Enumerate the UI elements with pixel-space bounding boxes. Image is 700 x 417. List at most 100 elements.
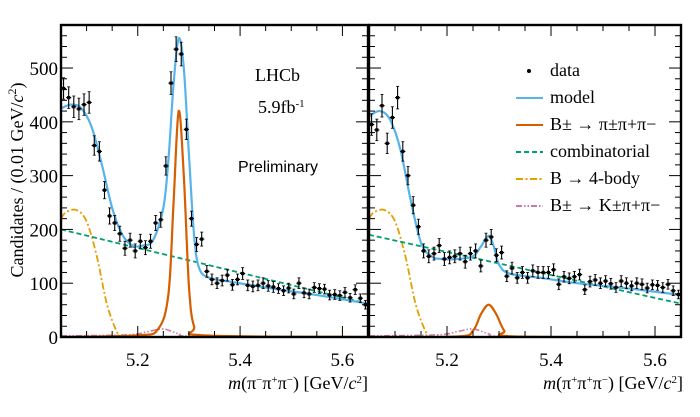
- right-combinatorial-curve: [368, 233, 682, 305]
- left-x-axis-title: m(π−π+π−) [GeV/c2]: [228, 373, 368, 394]
- legend-item: data: [527, 60, 580, 80]
- data-point: [352, 284, 358, 295]
- data-point: [525, 272, 531, 284]
- data-point: [639, 278, 645, 291]
- data-point: [566, 272, 572, 285]
- legend-label: data: [550, 60, 580, 80]
- data-point: [384, 132, 390, 154]
- data-point: [493, 248, 499, 263]
- y-axis-title: Candidates / (0.01 GeV/c2): [5, 83, 28, 278]
- data-point: [66, 86, 72, 109]
- data-point: [173, 36, 179, 62]
- data-point: [400, 141, 406, 162]
- data-point: [577, 268, 583, 281]
- data-point: [421, 243, 427, 259]
- data-point: [112, 215, 118, 231]
- data-point: [613, 282, 619, 293]
- data-point: [183, 118, 189, 140]
- preliminary-label: Preliminary: [238, 159, 318, 176]
- data-point: [122, 240, 128, 256]
- right-data-points: [369, 85, 681, 300]
- data-point: [255, 279, 261, 292]
- x-tick-label: 5.4: [539, 350, 563, 371]
- data-point: [142, 240, 149, 256]
- data-point: [199, 231, 205, 247]
- x-tick-label: 5.6: [331, 350, 355, 371]
- data-point: [660, 282, 666, 293]
- left-combinatorial-curve: [60, 228, 369, 305]
- y-tick-label: 500: [30, 59, 59, 80]
- data-point: [311, 282, 317, 293]
- data-point: [462, 254, 468, 269]
- data-point: [147, 233, 154, 249]
- data-point: [163, 156, 169, 176]
- data-point: [545, 266, 551, 279]
- data-point: [327, 289, 333, 301]
- data-point: [649, 279, 655, 291]
- data-point: [395, 85, 401, 110]
- data-point: [101, 181, 108, 200]
- data-point: [483, 232, 489, 248]
- data-point: [240, 267, 246, 280]
- data-point: [551, 263, 557, 277]
- data-point: [76, 97, 82, 121]
- data-point: [504, 270, 510, 282]
- data-point: [603, 275, 609, 287]
- right-x-axis-title: m(π+π+π−) [GeV/c2]: [543, 373, 683, 394]
- data-point: [530, 264, 536, 278]
- right-model-curve: [368, 109, 682, 297]
- legend: data model B± → π±π+π− combinatorial B → 4-b…: [516, 60, 660, 215]
- legend-label: model: [550, 87, 595, 107]
- data-point: [107, 207, 113, 225]
- left-four-body-curve: [60, 208, 138, 339]
- data-point: [623, 277, 629, 289]
- data-point: [153, 215, 159, 231]
- y-tick-label: 400: [30, 113, 59, 134]
- data-point: [488, 229, 494, 245]
- data-point: [436, 238, 442, 253]
- data-point: [127, 232, 133, 248]
- legend-item: B → 4-body: [516, 168, 640, 188]
- data-point: [478, 259, 484, 273]
- data-point: [71, 95, 77, 118]
- luminosity-label: 5.9fb-1: [258, 97, 305, 117]
- data-point: [473, 243, 479, 259]
- y-tick-label: 200: [30, 220, 59, 241]
- data-point: [441, 252, 447, 266]
- data-point: [337, 290, 343, 301]
- data-point: [369, 113, 375, 136]
- legend-item: combinatorial: [516, 141, 650, 161]
- luminosity-exponent: -1: [296, 98, 305, 110]
- data-point: [655, 280, 661, 291]
- y-tick-label: 300: [30, 167, 59, 188]
- data-point: [137, 233, 143, 249]
- x-tick-label: 5.2: [126, 350, 150, 371]
- y-tick-label: 0: [49, 328, 59, 349]
- x-tick-label: 5.2: [435, 350, 459, 371]
- left-plot-frame: [59, 23, 370, 339]
- luminosity-value: 5.9fb: [258, 97, 296, 117]
- data-point: [665, 279, 671, 290]
- data-point: [321, 283, 328, 295]
- data-point: [291, 288, 297, 300]
- data-point: [467, 246, 473, 261]
- y-axis-title-text: Candidates / (0.01 GeV/: [7, 103, 28, 278]
- legend-item: B± → K±π+π−: [516, 195, 660, 215]
- data-point: [275, 283, 282, 294]
- data-point: [158, 211, 164, 228]
- data-point: [389, 106, 395, 129]
- data-point: [81, 93, 87, 116]
- data-point: [91, 135, 97, 156]
- data-point: [509, 261, 515, 275]
- data-point: [117, 225, 123, 242]
- data-point: [250, 280, 256, 293]
- data-point: [347, 293, 353, 303]
- data-point: [670, 285, 676, 296]
- data-point: [265, 280, 271, 292]
- data-point: [426, 249, 432, 264]
- data-point: [379, 93, 385, 118]
- data-point: [234, 273, 241, 286]
- data-point: [447, 250, 453, 265]
- data-point: [571, 270, 577, 283]
- data-point: [301, 287, 307, 299]
